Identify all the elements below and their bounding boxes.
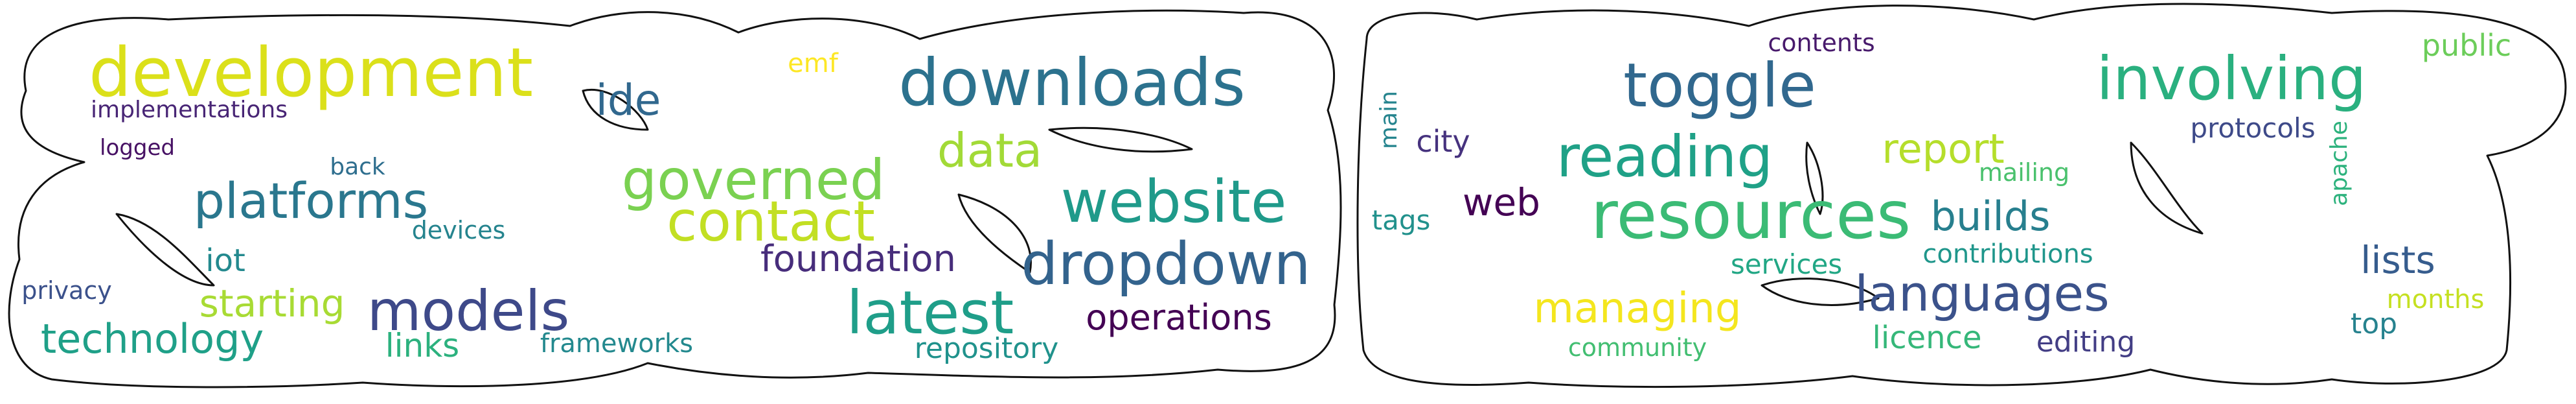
word-links: links (385, 327, 460, 364)
word-privacy: privacy (21, 276, 112, 305)
word-community: community (1567, 333, 1707, 362)
word-tags: tags (1371, 204, 1431, 236)
word-repository: repository (914, 332, 1059, 365)
word-data: data (937, 123, 1043, 178)
right-outline-shape (1356, 3, 2567, 388)
word-builds: builds (1930, 193, 2051, 240)
word-website: website (1060, 168, 1287, 236)
right-inner-hole-1 (1805, 141, 1824, 215)
left-inner-hole-1 (115, 213, 215, 287)
word-contents: contents (1768, 29, 1875, 57)
word-apache: apache (2326, 121, 2353, 206)
word-managing: managing (1533, 285, 1742, 333)
word-governed: governed (621, 148, 885, 213)
word-models: models (367, 279, 570, 344)
word-devices: devices (411, 216, 506, 244)
word-lists: lists (2360, 238, 2435, 282)
word-months: months (2386, 285, 2485, 315)
word-report: report (1882, 125, 2005, 172)
word-web: web (1463, 180, 1540, 224)
word-technology: technology (40, 315, 264, 362)
word-back: back (330, 154, 385, 180)
word-main: main (1376, 91, 1402, 149)
right-inner-hole-3 (2130, 141, 2204, 235)
word-contributions: contributions (1922, 239, 2093, 269)
word-resources: resources (1590, 177, 1911, 254)
word-licence: licence (1872, 320, 1982, 356)
word-contact: contact (667, 189, 875, 254)
right-inner-hole-2 (1761, 278, 1880, 306)
word-iot: iot (205, 243, 245, 279)
word-frameworks: frameworks (540, 329, 694, 359)
word-dropdown: dropdown (1021, 230, 1311, 298)
word-downloads: downloads (898, 45, 1246, 121)
word-ide: ide (595, 75, 661, 125)
word-mailing: mailing (1978, 158, 2070, 187)
word-top: top (2350, 307, 2398, 340)
word-logged: logged (100, 135, 175, 161)
word-foundation: foundation (760, 238, 957, 280)
word-starting: starting (199, 281, 345, 326)
left-outline-shape (8, 9, 1342, 388)
word-operations: operations (1086, 297, 1272, 338)
word-public: public (2421, 28, 2512, 63)
word-involving: involving (2096, 44, 2367, 113)
word-protocols: protocols (2190, 112, 2316, 144)
word-platforms: platforms (193, 172, 429, 230)
left-inner-hole-4 (1048, 126, 1193, 153)
word-development: development (88, 33, 534, 112)
left-inner-hole-2 (582, 89, 649, 131)
word-city: city (1416, 124, 1470, 159)
word-languages: languages (1854, 265, 2110, 322)
word-toggle: toggle (1623, 51, 1816, 121)
word-editing: editing (2036, 326, 2136, 359)
word-implementations: implementations (91, 97, 288, 123)
word-latest: latest (846, 278, 1014, 348)
word-services: services (1730, 248, 1843, 280)
word-reading: reading (1556, 123, 1773, 190)
left-inner-hole-3 (957, 193, 1032, 274)
word-emf: emf (788, 49, 838, 78)
